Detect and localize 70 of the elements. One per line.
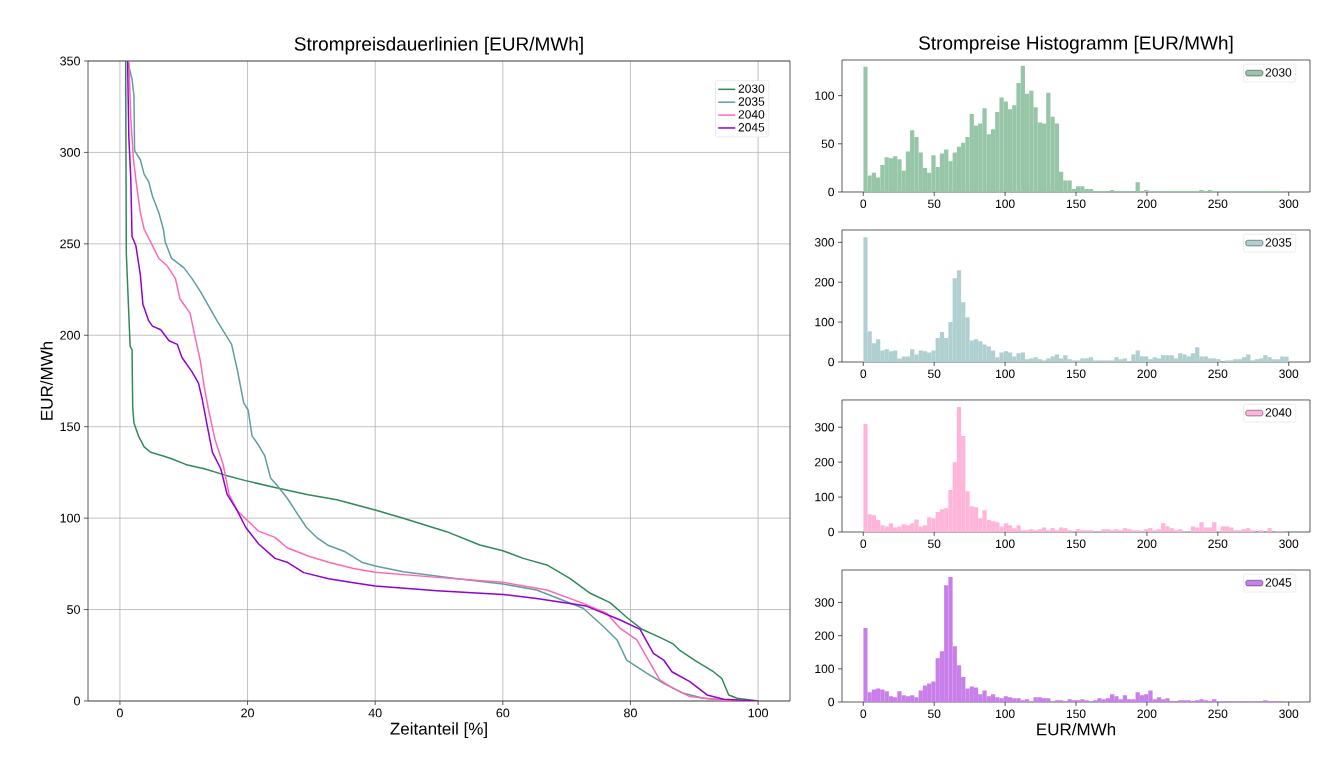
x-tick-label: 200 xyxy=(1137,709,1157,719)
y-tick-label: 50 xyxy=(67,605,80,614)
legend-label: 2045 xyxy=(738,123,765,132)
x-tick-label: 50 xyxy=(928,369,941,379)
y-tick-label: 300 xyxy=(814,598,835,607)
y-tick-label: 200 xyxy=(815,277,835,287)
x-tick-label: 0 xyxy=(860,199,867,209)
x-axis-title: EUR/MWh xyxy=(1037,722,1116,736)
legend-label: 2030 xyxy=(738,84,765,93)
y-tick-label: 50 xyxy=(821,139,835,149)
x-tick-label: 150 xyxy=(1066,369,1086,379)
x-tick-label: 20 xyxy=(241,708,255,718)
y-tick-label: 0 xyxy=(74,696,80,706)
legend-label: 2035 xyxy=(1265,238,1292,247)
x-tick-label: 0 xyxy=(116,708,123,718)
x-tick-label: 300 xyxy=(1279,709,1299,719)
x-tick-label: 300 xyxy=(1279,199,1299,209)
x-tick-label: 100 xyxy=(995,709,1015,719)
y-tick-label: 300 xyxy=(60,148,80,157)
x-tick-label: 150 xyxy=(1066,709,1086,719)
y-tick-label: 350 xyxy=(60,56,80,66)
y-tick-label: 100 xyxy=(815,664,835,674)
x-tick-label: 300 xyxy=(1279,369,1299,379)
legend-label: 2030 xyxy=(1265,68,1292,77)
x-axis-title: Zeitanteil [%] xyxy=(390,722,487,739)
x-tick-label: 200 xyxy=(1137,539,1157,549)
y-tick-label: 300 xyxy=(814,422,835,432)
x-tick-label: 60 xyxy=(496,708,510,718)
x-tick-label: 0 xyxy=(860,709,867,719)
y-tick-label: 200 xyxy=(60,330,80,340)
x-tick-label: 100 xyxy=(748,708,769,718)
y-tick-label: 200 xyxy=(815,457,835,467)
x-tick-label: 200 xyxy=(1137,369,1157,379)
x-tick-label: 0 xyxy=(860,369,867,379)
x-tick-label: 100 xyxy=(995,369,1015,379)
y-tick-label: 0 xyxy=(828,357,835,367)
y-tick-label: 0 xyxy=(828,187,835,197)
legend-label: 2040 xyxy=(1265,408,1292,417)
y-tick-label: 100 xyxy=(815,317,835,327)
y-tick-label: 150 xyxy=(60,422,80,432)
y-tick-label: 200 xyxy=(815,631,835,640)
x-tick-label: 0 xyxy=(860,539,867,549)
legend-label: 2045 xyxy=(1265,578,1292,587)
x-tick-label: 50 xyxy=(928,709,941,719)
x-tick-label: 250 xyxy=(1208,539,1228,549)
y-tick-label: 100 xyxy=(815,492,835,502)
x-tick-label: 100 xyxy=(995,199,1015,209)
x-tick-label: 50 xyxy=(928,199,941,209)
y-tick-label: 0 xyxy=(828,527,835,537)
y-tick-label: 250 xyxy=(60,239,80,249)
x-tick-label: 250 xyxy=(1208,709,1228,719)
legend-label: 2035 xyxy=(738,97,765,106)
x-tick-label: 80 xyxy=(624,708,637,718)
y-axis-title: EUR/MWh xyxy=(40,341,53,420)
x-tick-label: 250 xyxy=(1208,369,1228,379)
x-tick-label: 100 xyxy=(995,539,1015,549)
x-tick-label: 200 xyxy=(1137,199,1157,209)
x-tick-label: 300 xyxy=(1279,539,1299,549)
x-tick-label: 250 xyxy=(1208,199,1228,209)
chart-title: Strompreise Histogramm [EUR/MWh] xyxy=(919,35,1233,54)
legend-label: 2040 xyxy=(738,110,765,119)
x-tick-label: 150 xyxy=(1066,199,1086,209)
y-tick-label: 300 xyxy=(814,238,835,247)
x-tick-label: 40 xyxy=(368,708,382,718)
y-tick-label: 0 xyxy=(828,697,835,707)
y-tick-label: 100 xyxy=(60,513,80,523)
chart-title: Strompreisdauerlinien [EUR/MWh] xyxy=(294,36,583,55)
x-tick-label: 50 xyxy=(928,539,941,549)
y-tick-label: 100 xyxy=(815,91,835,100)
x-tick-label: 150 xyxy=(1066,539,1086,549)
